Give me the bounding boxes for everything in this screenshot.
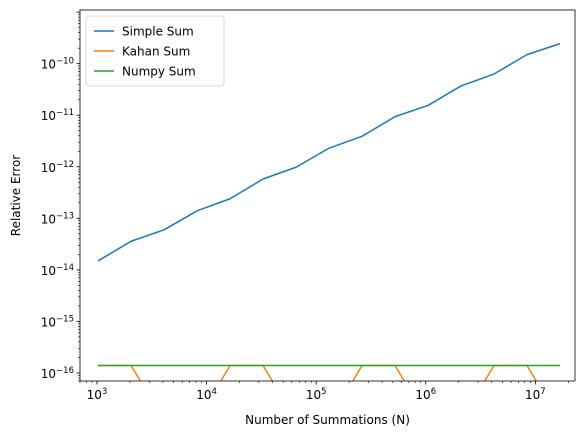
legend-box <box>85 15 225 87</box>
plot-frame <box>79 9 576 382</box>
legend: Simple Sum Kahan Sum Numpy Sum <box>85 15 225 87</box>
legend-label-numpy-sum: Numpy Sum <box>122 65 196 79</box>
x-axis-label: Number of Summations (N) <box>245 413 410 427</box>
legend-label-kahan-sum: Kahan Sum <box>122 45 190 59</box>
legend-label-simple-sum: Simple Sum <box>122 25 194 39</box>
y-axis-label: Relative Error <box>9 155 23 237</box>
series-layer <box>97 42 561 381</box>
series-line-simple-sum <box>97 42 561 262</box>
x-axis: 103 104 105 106 107 <box>79 381 569 402</box>
